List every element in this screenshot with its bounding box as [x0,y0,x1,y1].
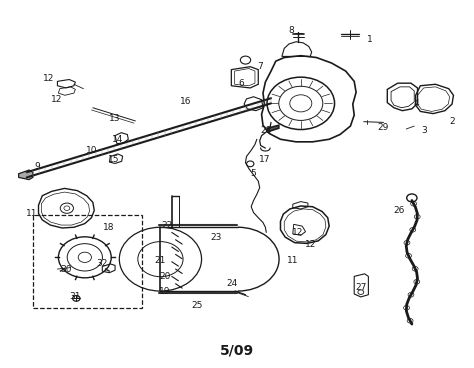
Text: 10: 10 [86,146,98,155]
Text: 27: 27 [355,283,366,292]
Polygon shape [18,170,33,180]
Text: 20: 20 [159,272,171,281]
Text: 17: 17 [259,155,270,163]
Text: 32: 32 [97,259,108,268]
Text: 15: 15 [109,155,120,163]
Text: 22: 22 [162,220,173,230]
Text: 4: 4 [414,99,419,108]
Text: 29: 29 [377,123,388,132]
Text: 21: 21 [155,256,166,265]
Polygon shape [267,125,279,132]
Text: 18: 18 [103,223,114,232]
Text: 11: 11 [287,256,299,265]
Text: 7: 7 [257,62,263,71]
Text: 11: 11 [26,209,37,218]
Text: 12: 12 [51,95,62,104]
Text: 19: 19 [159,287,171,296]
Text: 12: 12 [305,240,316,249]
Text: 8: 8 [288,25,294,35]
Text: 1: 1 [366,35,372,44]
Text: 9: 9 [35,162,40,171]
Text: 31: 31 [70,293,81,301]
Text: 5/09: 5/09 [220,344,254,358]
Text: 28: 28 [261,126,272,135]
Text: 5: 5 [251,169,256,177]
Text: 12: 12 [292,228,303,237]
Text: 23: 23 [210,233,221,242]
Text: 24: 24 [227,279,238,288]
Text: 13: 13 [109,113,121,123]
Text: 26: 26 [393,206,404,215]
Text: 25: 25 [191,301,202,310]
Text: 3: 3 [421,126,427,135]
Text: 12: 12 [43,74,55,83]
Text: 14: 14 [112,135,124,144]
Text: 16: 16 [180,97,191,106]
Text: 2: 2 [449,117,455,126]
Text: 6: 6 [239,79,245,88]
Text: 30: 30 [60,265,72,273]
